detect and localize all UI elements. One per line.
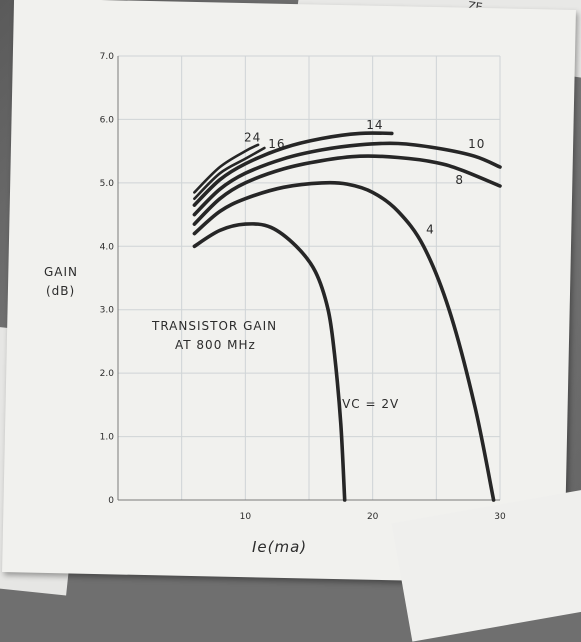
tick-labels: 0 1.0 2.0 3.0 4.0 5.0 6.0 7.0 10 20 30: [100, 52, 506, 522]
curve-14: [192, 131, 394, 207]
curve-label: 10: [468, 137, 485, 151]
chart-title-line-1: TRANSISTOR GAIN: [151, 319, 277, 333]
axes: [117, 56, 500, 501]
curve-label: 4: [426, 223, 435, 237]
curve-labels: 24 16 14 10 8 4 VC = 2V: [244, 118, 485, 411]
y-tick-label: 1.0: [100, 433, 115, 443]
y-axis-label-line-2: (dB): [46, 284, 75, 298]
chart-title-line-2: AT 800 MHz: [175, 338, 256, 352]
curve-24: [193, 143, 260, 194]
x-tick-label: 10: [240, 512, 252, 522]
x-tick-label: 20: [367, 512, 379, 522]
curve-label: 24: [244, 131, 261, 145]
curve-vc-2v: [192, 222, 347, 502]
y-tick-label: 4.0: [100, 242, 115, 252]
curve-10: [192, 141, 502, 217]
x-axis-label: Ie(ma): [252, 538, 307, 556]
y-tick-label: 7.0: [100, 52, 115, 62]
curve-4: [192, 180, 496, 502]
y-tick-label: 0: [108, 496, 114, 506]
grid: [118, 55, 501, 500]
x-tick-label: 30: [494, 512, 506, 522]
curve-label: 16: [268, 137, 285, 151]
gain-chart: 0 1.0 2.0 3.0 4.0 5.0 6.0 7.0 10 20 30 24 16 14 10 8 4 V…: [44, 52, 506, 556]
y-tick-label: 6.0: [100, 115, 115, 125]
y-tick-label: 2.0: [100, 369, 115, 379]
curve-16: [193, 146, 266, 200]
curve-8: [192, 154, 502, 226]
y-tick-label: 5.0: [100, 179, 115, 189]
curve-label: 14: [366, 118, 383, 132]
curve-label: VC = 2V: [342, 397, 399, 411]
curves: [192, 131, 502, 502]
y-tick-label: 3.0: [100, 306, 115, 316]
curve-label: 8: [455, 173, 464, 187]
y-axis-label-line-1: GAIN: [44, 265, 78, 279]
